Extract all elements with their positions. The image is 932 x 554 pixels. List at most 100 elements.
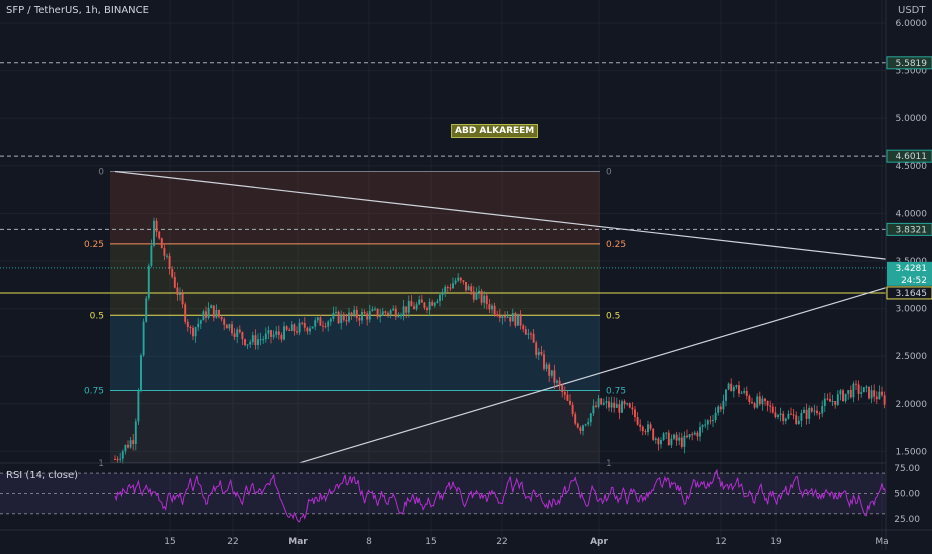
candle-body: [296, 331, 298, 333]
candle-body: [823, 398, 826, 407]
candle-body: [610, 402, 613, 408]
candle-body: [142, 321, 145, 356]
candle-body: [428, 301, 431, 310]
candle-body: [426, 307, 428, 310]
candle-body: [228, 324, 231, 329]
candle-body: [192, 327, 194, 337]
candle-body: [153, 220, 155, 246]
candle-body: [615, 404, 618, 408]
candle-body: [410, 301, 413, 307]
fib-level-label-left: 0: [98, 168, 104, 178]
candle-body: [288, 329, 291, 331]
candle-body: [480, 290, 483, 303]
candle-body: [166, 255, 168, 257]
fib-level-label-left: 0.25: [84, 240, 104, 250]
candle-body: [150, 245, 153, 266]
rsi-indicator-label[interactable]: RSI (14, close): [6, 470, 79, 481]
candle-body: [504, 316, 506, 318]
candle-body: [717, 406, 720, 413]
candle-body: [485, 295, 488, 305]
candle-body: [771, 406, 774, 413]
candle-body: [595, 405, 597, 407]
time-axis-tick: 12: [715, 537, 726, 547]
candle-body: [314, 320, 317, 327]
fib-level-label-left: 0.75: [84, 386, 104, 396]
fib-zone: [110, 243, 600, 316]
candle-body: [272, 334, 275, 337]
price-axis-tick: 6.0000: [896, 19, 928, 29]
candle-body: [186, 321, 189, 328]
candle-body: [597, 398, 600, 407]
candle-body: [498, 315, 501, 319]
candle-body: [181, 293, 184, 305]
candle-body: [397, 316, 400, 318]
candle-body: [446, 287, 449, 289]
candle-body: [571, 404, 574, 415]
trendline-lower: [299, 287, 887, 464]
candle-body: [657, 438, 660, 445]
candle-body: [452, 283, 454, 289]
candle-body: [805, 409, 808, 419]
candle-body: [873, 390, 876, 397]
candle-body: [444, 287, 447, 293]
candle-body: [608, 401, 610, 408]
candle-body: [145, 298, 148, 322]
candle-body: [855, 383, 857, 385]
fib-level-label-left: 0.5: [90, 311, 104, 321]
candle-body: [670, 438, 673, 446]
candle-body: [844, 393, 847, 401]
candle-body: [205, 311, 207, 318]
candle-body: [831, 401, 834, 403]
candle-body: [114, 459, 116, 461]
candle-body: [860, 392, 863, 394]
candle-body: [821, 406, 824, 414]
candle-body: [852, 383, 855, 398]
candle-body: [883, 395, 886, 405]
candle-body: [327, 321, 330, 327]
candle-body: [433, 302, 436, 306]
candle-body: [413, 306, 415, 310]
time-axis-tick: 22: [227, 537, 238, 547]
candle-body: [688, 434, 691, 438]
candle-body: [639, 424, 642, 427]
candle-body: [405, 306, 408, 313]
time-axis-tick: Mar: [288, 537, 308, 547]
candle-body: [641, 426, 644, 432]
candle-body: [368, 311, 371, 320]
candle-body: [735, 385, 738, 388]
candle-body: [462, 280, 465, 282]
candle-body: [259, 339, 262, 341]
candle-body: [519, 313, 522, 326]
candle-body: [400, 314, 402, 317]
candle-body: [254, 335, 257, 346]
candle-body: [249, 342, 252, 345]
candle-body: [563, 391, 566, 395]
candle-body: [847, 390, 850, 394]
candle-body: [225, 324, 228, 329]
candle-body: [290, 324, 293, 331]
candle-body: [506, 316, 509, 318]
candle-body: [244, 339, 246, 346]
candle-body: [540, 351, 543, 355]
candle-body: [774, 412, 777, 418]
price-axis-tick: 3.0000: [896, 305, 928, 315]
candle-body: [800, 413, 803, 421]
candle-body: [501, 316, 504, 319]
candle-body: [366, 313, 369, 320]
watermark-label: ABD ALKAREEM: [451, 124, 539, 138]
candle-body: [420, 299, 423, 303]
candle-body: [600, 398, 603, 405]
candle-body: [394, 308, 397, 317]
candle-body: [218, 309, 220, 317]
candle-body: [699, 426, 701, 437]
price-tag-box: [887, 261, 932, 286]
candle-body: [584, 424, 587, 426]
candle-body: [839, 390, 842, 395]
candle-body: [116, 459, 119, 461]
candle-body: [537, 351, 540, 356]
time-axis-tick: Ma: [875, 537, 888, 547]
time-axis-tick: 19: [770, 537, 782, 547]
candle-body: [686, 435, 688, 438]
